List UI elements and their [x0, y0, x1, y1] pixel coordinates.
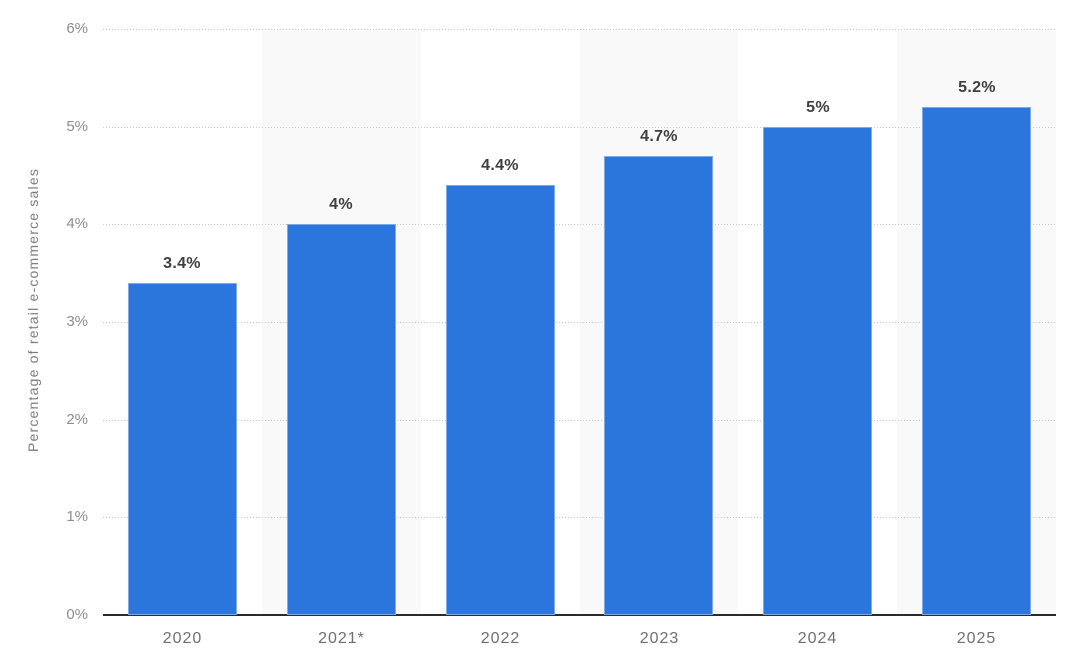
bar-2021[interactable] — [287, 224, 396, 615]
value-label-2025: 5.2% — [958, 79, 996, 96]
y-tick-label-2: 2% — [66, 411, 88, 428]
x-tick-label-2024: 2024 — [797, 630, 838, 647]
x-axis-line — [103, 614, 1056, 616]
value-label-2022: 4.4% — [481, 157, 519, 174]
x-tick-label-2023: 2023 — [639, 630, 680, 647]
bar-2024[interactable] — [763, 127, 872, 615]
bar-2022[interactable] — [446, 185, 555, 615]
gridline-1 — [103, 517, 1056, 518]
bar-2020[interactable] — [128, 283, 237, 615]
gridline-3 — [103, 322, 1056, 323]
value-label-2020: 3.4% — [163, 255, 201, 272]
x-tick-label-2022: 2022 — [480, 630, 521, 647]
x-tick-label-2020: 2020 — [162, 630, 203, 647]
x-tick-label-2025: 2025 — [956, 630, 997, 647]
y-tick-label-6: 6% — [66, 20, 88, 37]
value-label-2024: 5% — [806, 99, 830, 116]
bar-2025[interactable] — [922, 107, 1031, 615]
value-label-2023: 4.7% — [640, 128, 678, 145]
y-tick-label-4: 4% — [66, 215, 88, 232]
bar-2023[interactable] — [604, 156, 713, 615]
gridline-5 — [103, 127, 1056, 128]
gridline-2 — [103, 420, 1056, 421]
y-tick-label-0: 0% — [66, 606, 88, 623]
value-label-2021: 4% — [329, 196, 353, 213]
gridline-4 — [103, 224, 1056, 225]
gridline-6 — [103, 29, 1056, 30]
y-tick-label-3: 3% — [66, 313, 88, 330]
x-tick-label-2021: 2021* — [318, 630, 365, 647]
y-tick-label-5: 5% — [66, 118, 88, 135]
y-tick-label-1: 1% — [66, 508, 88, 525]
